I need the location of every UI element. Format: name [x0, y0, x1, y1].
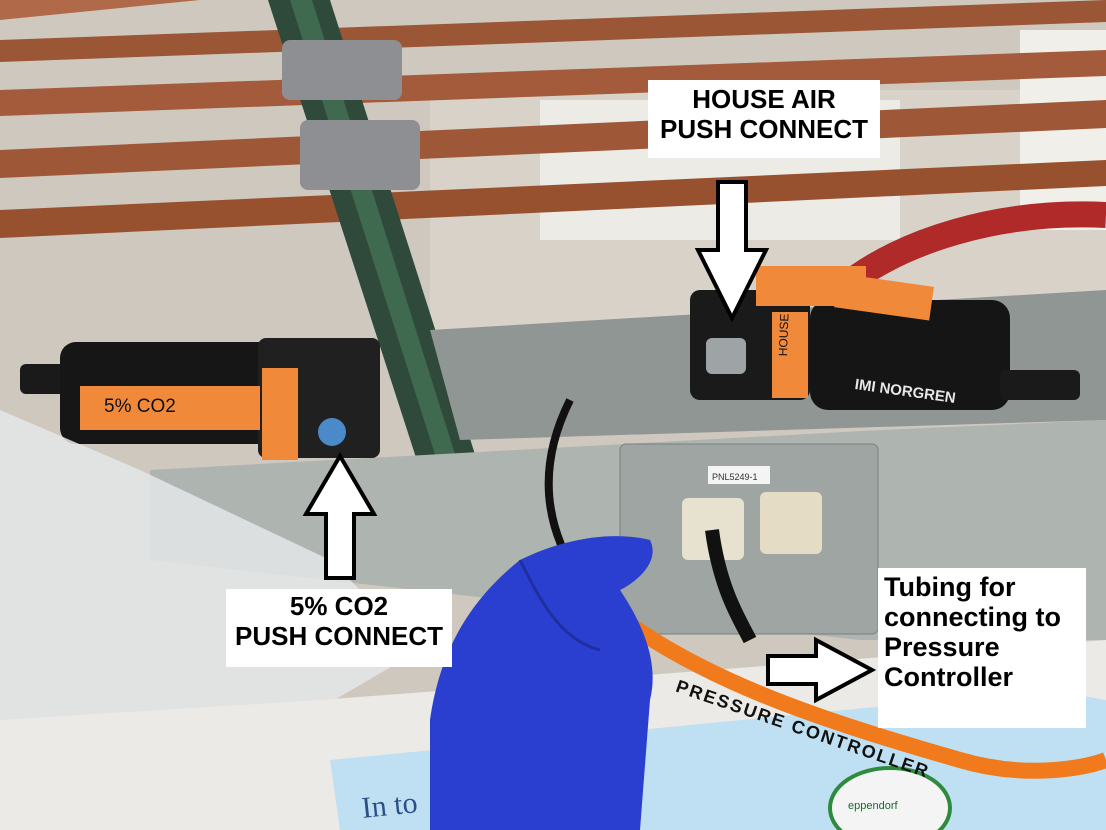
blue-glove [430, 536, 653, 830]
house-air-regulator [690, 266, 1080, 410]
co2-regulator [20, 338, 380, 460]
box-print-text: In to [360, 786, 419, 825]
house-tag-text: HOUSE [776, 313, 792, 357]
eppendorf-badge [828, 766, 952, 830]
tubing-callout: Tubing for connecting to Pressure Contro… [878, 568, 1086, 728]
power-cord [705, 529, 757, 644]
pnl-label-plate [708, 466, 770, 484]
arrow-down-house-air [694, 180, 770, 323]
tubing-callout-line2: connecting to [884, 602, 1061, 632]
panel-label-text: PNL5249-1 [712, 472, 758, 482]
house-air-callout-line1: HOUSE AIR [692, 84, 836, 114]
orange-tubing [605, 603, 1106, 779]
tubing-callout-line1: Tubing for [884, 572, 1016, 602]
tubing-callout-line3: Pressure [884, 632, 1000, 662]
house-air-callout: HOUSE AIR PUSH CONNECT [648, 80, 880, 158]
outlet-left [682, 498, 744, 560]
arrow-up-co2 [302, 452, 378, 580]
co2-callout-line1: 5% CO2 [289, 591, 389, 621]
strut-channel [268, 0, 480, 470]
tubing-callout-line4: Controller [884, 662, 1014, 692]
co2-tag-text: 5% CO2 [104, 396, 176, 417]
outlet-right [760, 492, 822, 554]
co2-callout-line2: PUSH CONNECT [234, 621, 443, 651]
eppendorf-logo-text: eppendorf [848, 800, 898, 812]
house-air-callout-line2: PUSH CONNECT [659, 114, 868, 144]
co2-callout: 5% CO2 PUSH CONNECT [226, 589, 452, 667]
arrow-right-tubing [766, 636, 877, 704]
